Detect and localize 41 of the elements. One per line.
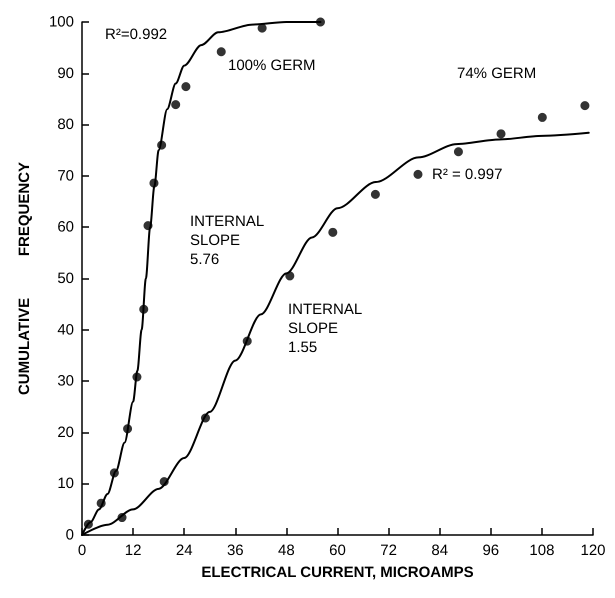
point [328, 228, 338, 237]
y-tick-label: 80 [57, 116, 74, 134]
y-tick-label: 30 [57, 372, 74, 390]
annotation: INTERNAL SLOPE 5.76 [190, 213, 264, 268]
x-tick-label: 48 [278, 542, 295, 559]
x-tick-label: 36 [226, 542, 244, 559]
y-tick-label: 10 [57, 475, 74, 492]
y-tick-label: 0 [66, 526, 74, 544]
x-tick-label: 96 [482, 542, 500, 559]
point [580, 101, 590, 110]
y-tick-label: 50 [57, 270, 74, 287]
point [216, 47, 226, 56]
y-tick-label: 90 [57, 64, 74, 82]
point [496, 129, 506, 138]
x-tick-label: 120 [580, 542, 606, 559]
annotation: R² = 0.997 [432, 166, 502, 183]
point [413, 170, 422, 179]
x-tick-label: 12 [124, 542, 142, 559]
point [258, 24, 267, 33]
y-tick-label: 100 [48, 14, 74, 30]
point [370, 190, 380, 199]
annotation: INTERNAL SLOPE 1.55 [288, 301, 362, 356]
y-tick-label: 40 [57, 321, 74, 338]
annotation: 74% GERM [457, 65, 536, 82]
x-tick-label: 24 [176, 542, 193, 559]
y-tick-label: 60 [57, 218, 74, 236]
x-tick-label: 0 [78, 542, 86, 559]
y-tick-label: 20 [57, 424, 74, 441]
point [454, 147, 463, 156]
x-axis-title: ELECTRICAL CURRENT, MICROAMPS [201, 564, 474, 581]
x-tick-label: 72 [380, 542, 397, 559]
point [538, 112, 547, 122]
annotation: 100% GERM [228, 57, 316, 74]
y-axis-title: CUMULATIVE FREQUENCY [16, 162, 33, 396]
y-tick-label: 70 [57, 167, 74, 184]
point [171, 100, 180, 110]
x-tick-label: 84 [431, 542, 448, 559]
point [181, 82, 190, 92]
x-tick-label: 108 [529, 542, 554, 559]
annotation: R²=0.992 [105, 26, 168, 43]
x-tick-label: 60 [329, 542, 346, 559]
